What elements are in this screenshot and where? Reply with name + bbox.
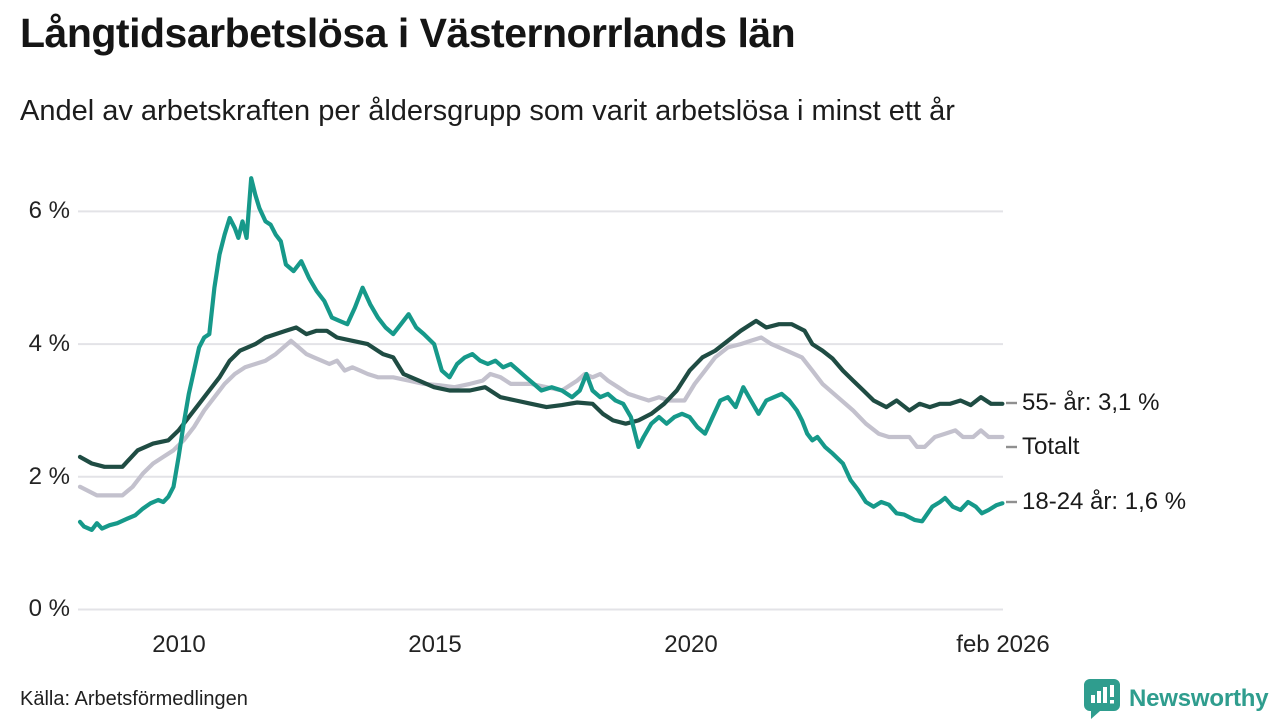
source-note: Källa: Arbetsförmedlingen: [20, 688, 248, 710]
newsworthy-icon: [1084, 679, 1120, 719]
newsworthy-logo: Newsworthy: [1084, 679, 1270, 719]
newsworthy-wordmark: Newsworthy: [1129, 685, 1269, 712]
series-end-label-55-ar: 55- år: 3,1 %: [1022, 389, 1160, 416]
x-axis-tick-label-2015: 2015: [408, 631, 462, 658]
series-line-55-r: [77, 318, 1005, 469]
series-end-label-totalt: Totalt: [1022, 433, 1080, 460]
y-axis-tick-label-4: 4 %: [28, 330, 70, 357]
chart-subtitle: Andel av arbetskraften per åldersgrupp s…: [20, 95, 955, 127]
y-axis-tick-label-2: 2 %: [28, 463, 70, 490]
series-end-label-18-24-ar: 18-24 år: 1,6 %: [1022, 488, 1187, 515]
chart-title: Långtidsarbetslösa i Västernorrlands län: [20, 10, 796, 56]
y-axis-tick-label-6: 6 %: [28, 197, 70, 224]
series-line-totalt: [77, 335, 1005, 498]
series-line-18-24-r: [77, 176, 1005, 533]
x-axis-tick-label-2010: 2010: [152, 631, 206, 658]
x-axis-tick-label-2020: 2020: [664, 631, 718, 658]
y-axis-tick-label-0: 0 %: [28, 595, 70, 622]
x-axis-tick-label-feb-2026: feb 2026: [956, 631, 1050, 658]
